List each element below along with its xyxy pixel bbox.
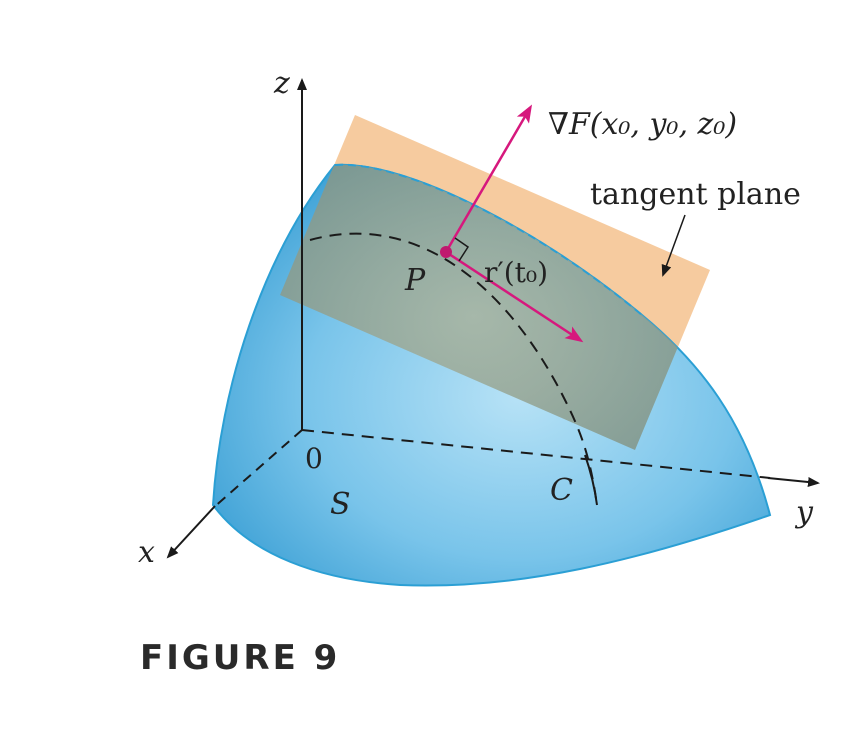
gradient-label: ∇F(x₀, y₀, z₀) [548,107,737,142]
surface-label: S [330,487,351,522]
y-axis [767,477,820,487]
x-axis [166,505,216,559]
right-angle-mark [454,237,470,262]
tangent-vector-label: r′(t₀) [484,256,548,289]
tangent-plane-label: tangent plane [590,177,801,212]
tangent-plane-pointer [661,214,686,277]
x-axis-hidden [212,429,303,509]
curve-c-visible [584,454,598,506]
x-axis-label: x [138,535,155,570]
point-label: P [404,263,426,298]
y-axis-label: y [794,495,814,530]
surface-top-edge [334,163,643,316]
tangent-vector [445,250,584,343]
plane-surface-overlap [280,164,710,450]
origin-label: 0 [305,442,323,475]
z-axis-label: z [273,66,290,101]
figure-caption: FIGURE 9 [140,638,341,678]
curve-label: C [550,473,573,508]
curve-c [309,232,598,506]
point-p-dot [440,246,452,258]
gradient-vector [444,104,533,253]
